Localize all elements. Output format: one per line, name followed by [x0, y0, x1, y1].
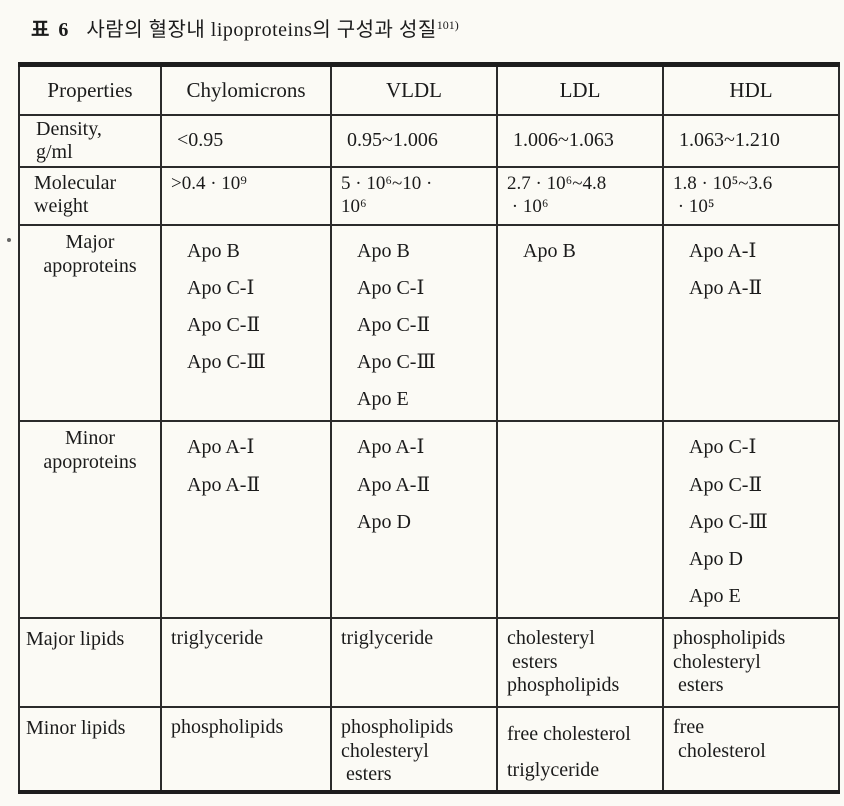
cell-major-apoproteins-ldl: Apo B — [496, 223, 664, 423]
row-major-lipids: Major lipids triglyceride triglyceride c… — [18, 617, 840, 709]
cell-major-lipids-hdl: phospholipids cholesteryl esters — [662, 617, 840, 709]
cell-minor-lipids-chylomicrons: phospholipids — [160, 706, 332, 794]
cell-minor-lipids-vldl: phospholipids cholesteryl esters — [330, 706, 498, 794]
table-caption: 표 6 사람의 혈장내 lipoproteins의 구성과 성질101) — [31, 13, 459, 42]
col-header-chylomicrons: Chylomicrons — [160, 63, 332, 116]
cell-density-hdl: 1.063~1.210 — [662, 113, 840, 168]
cell-minor-apoproteins-hdl: Apo C-Ⅰ Apo C-Ⅱ Apo C-Ⅲ Apo D Apo E — [662, 420, 840, 620]
lipoprotein-properties-table: Properties Chylomicrons VLDL LDL HDL Den… — [18, 62, 840, 795]
col-header-vldl: VLDL — [330, 63, 498, 116]
cell-molecular-weight-hdl: 1.8 · 10⁵~3.6 · 10⁵ — [662, 165, 840, 226]
cell-minor-apoproteins-chylomicrons: Apo A-Ⅰ Apo A-Ⅱ — [160, 420, 332, 620]
cell-major-apoproteins-label: Major apoproteins — [18, 223, 162, 423]
cell-major-lipids-vldl: triglyceride — [330, 617, 498, 709]
cell-molecular-weight-vldl: 5 · 10⁶~10 · 10⁶ — [330, 165, 498, 226]
cell-major-apoproteins-chylomicrons: Apo B Apo C-Ⅰ Apo C-Ⅱ Apo C-Ⅲ — [160, 223, 332, 423]
cell-molecular-weight-label: Molecular weight — [18, 165, 162, 226]
cell-molecular-weight-ldl: 2.7 · 10⁶~4.8 · 10⁶ — [496, 165, 664, 226]
table-number: 표 6 — [31, 19, 71, 41]
cell-molecular-weight-chylomicrons: >0.4 · 10⁹ — [160, 165, 332, 226]
cell-minor-apoproteins-vldl: Apo A-Ⅰ Apo A-Ⅱ Apo D — [330, 420, 498, 620]
scan-artifact-dot — [7, 238, 11, 242]
cell-minor-lipids-hdl: free cholesterol — [662, 706, 840, 794]
cell-minor-lipids-ldl: free cholesterol triglyceride — [496, 706, 664, 794]
cell-density-vldl: 0.95~1.006 — [330, 113, 498, 168]
col-header-properties: Properties — [18, 63, 162, 116]
row-density: Density, g/ml <0.95 0.95~1.006 1.006~1.0… — [18, 113, 840, 168]
row-major-apoproteins: Major apoproteins Apo B Apo C-Ⅰ Apo C-Ⅱ … — [18, 223, 840, 423]
cell-major-lipids-label: Major lipids — [18, 617, 162, 709]
col-header-ldl: LDL — [496, 63, 664, 116]
cell-major-apoproteins-hdl: Apo A-Ⅰ Apo A-Ⅱ — [662, 223, 840, 423]
row-minor-lipids: Minor lipids phospholipids phospholipids… — [18, 706, 840, 794]
cell-major-lipids-ldl: cholesteryl esters phospholipids — [496, 617, 664, 709]
cell-minor-apoproteins-ldl — [496, 420, 664, 620]
col-header-hdl: HDL — [662, 63, 840, 116]
cell-minor-apoproteins-label: Minor apoproteins — [18, 420, 162, 620]
header-row: Properties Chylomicrons VLDL LDL HDL — [18, 63, 840, 116]
cell-minor-lipids-label: Minor lipids — [18, 706, 162, 794]
cell-density-chylomicrons: <0.95 — [160, 113, 332, 168]
row-minor-apoproteins: Minor apoproteins Apo A-Ⅰ Apo A-Ⅱ Apo A-… — [18, 420, 840, 620]
reference-superscript: 101) — [436, 18, 459, 32]
table-caption-text: 사람의 혈장내 lipoproteins의 구성과 성질 — [86, 19, 437, 41]
cell-density-label: Density, g/ml — [18, 113, 162, 168]
cell-major-apoproteins-vldl: Apo B Apo C-Ⅰ Apo C-Ⅱ Apo C-Ⅲ Apo E — [330, 223, 498, 423]
cell-density-ldl: 1.006~1.063 — [496, 113, 664, 168]
row-molecular-weight: Molecular weight >0.4 · 10⁹ 5 · 10⁶~10 ·… — [18, 165, 840, 226]
cell-major-lipids-chylomicrons: triglyceride — [160, 617, 332, 709]
